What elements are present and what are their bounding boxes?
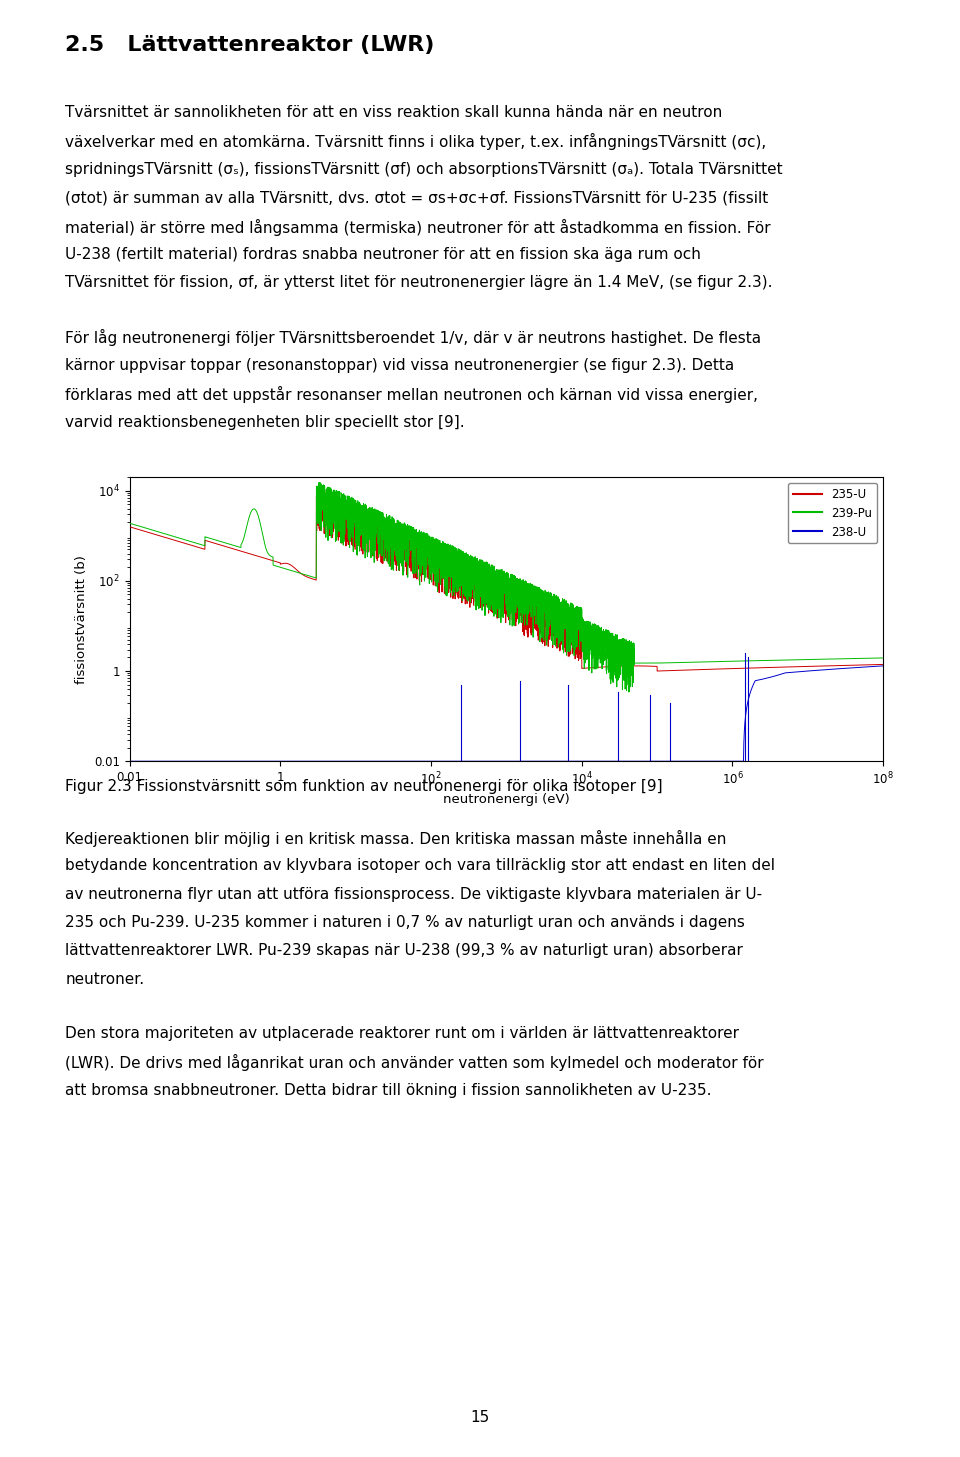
- 239-Pu: [570, 609, 582, 627]
- 239-Pu: [396, 516, 408, 533]
- 238-U: [124, 752, 135, 769]
- 238-U: [569, 752, 581, 769]
- Text: neutroner.: neutroner.: [65, 972, 144, 986]
- 235-U: [570, 631, 582, 648]
- 235-U: [723, 660, 734, 678]
- Legend: 235-U, 239-Pu, 238-U: 235-U, 239-Pu, 238-U: [788, 484, 877, 543]
- 235-U: [124, 519, 135, 536]
- Line: 235-U: 235-U: [130, 491, 883, 672]
- Text: TVärsnittet för fission, σf, är ytterst litet för neutronenergier lägre än 1.4 M: TVärsnittet för fission, σf, är ytterst …: [65, 275, 773, 290]
- 238-U: [877, 657, 889, 675]
- Text: Figur 2.3 Fissionstvärsnitt som funktion av neutronenergi för olika isotoper [9]: Figur 2.3 Fissionstvärsnitt som funktion…: [65, 778, 663, 794]
- Text: För låg neutronenergi följer TVärsnittsberoendet 1/v, där v är neutrons hastighe: För låg neutronenergi följer TVärsnittsb…: [65, 329, 761, 347]
- 238-U: [603, 752, 614, 769]
- Text: 235 och Pu-239. U-235 kommer i naturen i 0,7 % av naturligt uran och används i d: 235 och Pu-239. U-235 kommer i naturen i…: [65, 915, 745, 930]
- Text: Tvärsnittet är sannolikheten för att en viss reaktion skall kunna hända när en n: Tvärsnittet är sannolikheten för att en …: [65, 105, 723, 119]
- 235-U: [161, 529, 173, 546]
- Text: 15: 15: [470, 1410, 490, 1425]
- 239-Pu: [623, 683, 635, 701]
- Text: av neutronerna flyr utan att utföra fissionsprocess. De viktigaste klyvbara mate: av neutronerna flyr utan att utföra fiss…: [65, 887, 762, 902]
- 238-U: [396, 752, 408, 769]
- Text: kärnor uppvisar toppar (resonanstoppar) vid vissa neutronenergier (se figur 2.3): kärnor uppvisar toppar (resonanstoppar) …: [65, 358, 734, 373]
- 239-Pu: [877, 650, 889, 667]
- Text: (σtot) är summan av alla TVärsnitt, dvs. σtot = σs+σc+σf. FissionsTVärsnitt för : (σtot) är summan av alla TVärsnitt, dvs.…: [65, 191, 769, 205]
- 238-U: [161, 752, 173, 769]
- Line: 239-Pu: 239-Pu: [130, 482, 883, 692]
- 239-Pu: [161, 526, 173, 543]
- 238-U: [723, 752, 734, 769]
- Text: 2.5   Lättvattenreaktor (LWR): 2.5 Lättvattenreaktor (LWR): [65, 35, 435, 55]
- 235-U: [877, 656, 889, 673]
- Line: 238-U: 238-U: [130, 666, 883, 761]
- Text: Kedjereaktionen blir möjlig i en kritisk massa. Den kritiska massan måste innehå: Kedjereaktionen blir möjlig i en kritisk…: [65, 830, 727, 847]
- Text: lättvattenreaktorer LWR. Pu-239 skapas när U-238 (99,3 % av naturligt uran) abso: lättvattenreaktorer LWR. Pu-239 skapas n…: [65, 944, 743, 959]
- 239-Pu: [603, 643, 614, 660]
- 235-U: [683, 661, 694, 679]
- 239-Pu: [683, 654, 694, 672]
- 238-U: [683, 752, 694, 769]
- Text: U-238 (fertilt material) fordras snabba neutroner för att en fission ska äga rum: U-238 (fertilt material) fordras snabba …: [65, 246, 701, 262]
- 235-U: [652, 663, 663, 680]
- 239-Pu: [313, 474, 324, 491]
- Text: växelverkar med en atomkärna. Tvärsnitt finns i olika typer, t.ex. infångningsTV: växelverkar med en atomkärna. Tvärsnitt …: [65, 134, 766, 150]
- Y-axis label: fissionstvärsnitt (b): fissionstvärsnitt (b): [75, 555, 88, 683]
- 239-Pu: [723, 653, 734, 670]
- 235-U: [603, 659, 614, 676]
- Text: varvid reaktionsbenegenheten blir speciellt stor [9].: varvid reaktionsbenegenheten blir specie…: [65, 415, 465, 430]
- 239-Pu: [124, 514, 135, 532]
- Text: förklaras med att det uppstår resonanser mellan neutronen och kärnan vid vissa e: förklaras med att det uppstår resonanser…: [65, 386, 758, 404]
- X-axis label: neutronenergi (eV): neutronenergi (eV): [443, 793, 570, 806]
- Text: att bromsa snabbneutroner. Detta bidrar till ökning i fission sannolikheten av U: att bromsa snabbneutroner. Detta bidrar …: [65, 1083, 711, 1097]
- Text: (LWR). De drivs med låganrikat uran och använder vatten som kylmedel och moderat: (LWR). De drivs med låganrikat uran och …: [65, 1055, 764, 1071]
- Text: material) är större med långsamma (termiska) neutroner för att åstadkomma en fis: material) är större med långsamma (termi…: [65, 219, 771, 236]
- 235-U: [311, 482, 323, 500]
- Text: spridningsTVärsnitt (σₛ), fissionsTVärsnitt (σf) och absorptionsTVärsnitt (σₐ). : spridningsTVärsnitt (σₛ), fissionsTVärsn…: [65, 162, 783, 176]
- Text: Den stora majoriteten av utplacerade reaktorer runt om i världen är lättvattenre: Den stora majoriteten av utplacerade rea…: [65, 1026, 739, 1040]
- 235-U: [396, 539, 408, 557]
- Text: betydande koncentration av klyvbara isotoper och vara tillräcklig stor att endas: betydande koncentration av klyvbara isot…: [65, 858, 776, 873]
